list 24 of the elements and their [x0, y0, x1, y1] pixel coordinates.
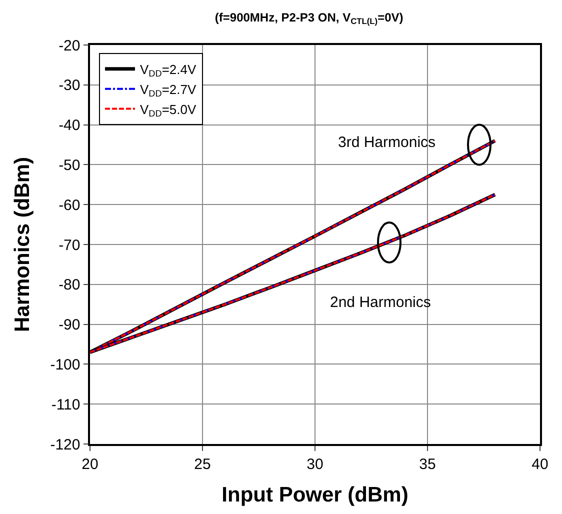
y-tick-label: -60	[58, 196, 80, 214]
x-tick-label: 40	[532, 456, 548, 473]
y-tick-label: -70	[58, 236, 80, 254]
legend-label: V$_{DD}$=5.0V	[140, 102, 196, 119]
legend-label: V$_{DD}$=2.7V	[140, 82, 196, 99]
y-tick-label: -110	[51, 396, 80, 414]
y-tick-label: -100	[50, 356, 80, 374]
x-axis-title: Input Power (dBm)	[222, 483, 408, 506]
y-axis-title: Harmonics (dBm)	[10, 156, 34, 332]
y-tick-label: -120	[50, 436, 80, 454]
y-tick-label: -50	[58, 156, 80, 174]
x-tick-label: 25	[194, 456, 211, 473]
y-tick-label: -80	[58, 276, 80, 294]
x-tick-label: 35	[419, 456, 436, 473]
x-tick-label: 30	[306, 456, 324, 473]
y-tick-label: -40	[58, 117, 80, 134]
annotation: 2nd Harmonics	[330, 294, 431, 311]
y-tick-label: -90	[58, 316, 80, 334]
x-tick-label: 20	[82, 456, 98, 473]
annotation: 3rd Harmonics	[338, 134, 436, 151]
y-tick-label: -20	[58, 37, 80, 54]
chart-title: (f=900MHz, P2-P3 ON, V$_{CTL(L)}$=0V)	[214, 10, 404, 26]
y-tick-label: -30	[58, 77, 80, 94]
legend-label: V$_{DD}$=2.4V	[140, 62, 196, 79]
